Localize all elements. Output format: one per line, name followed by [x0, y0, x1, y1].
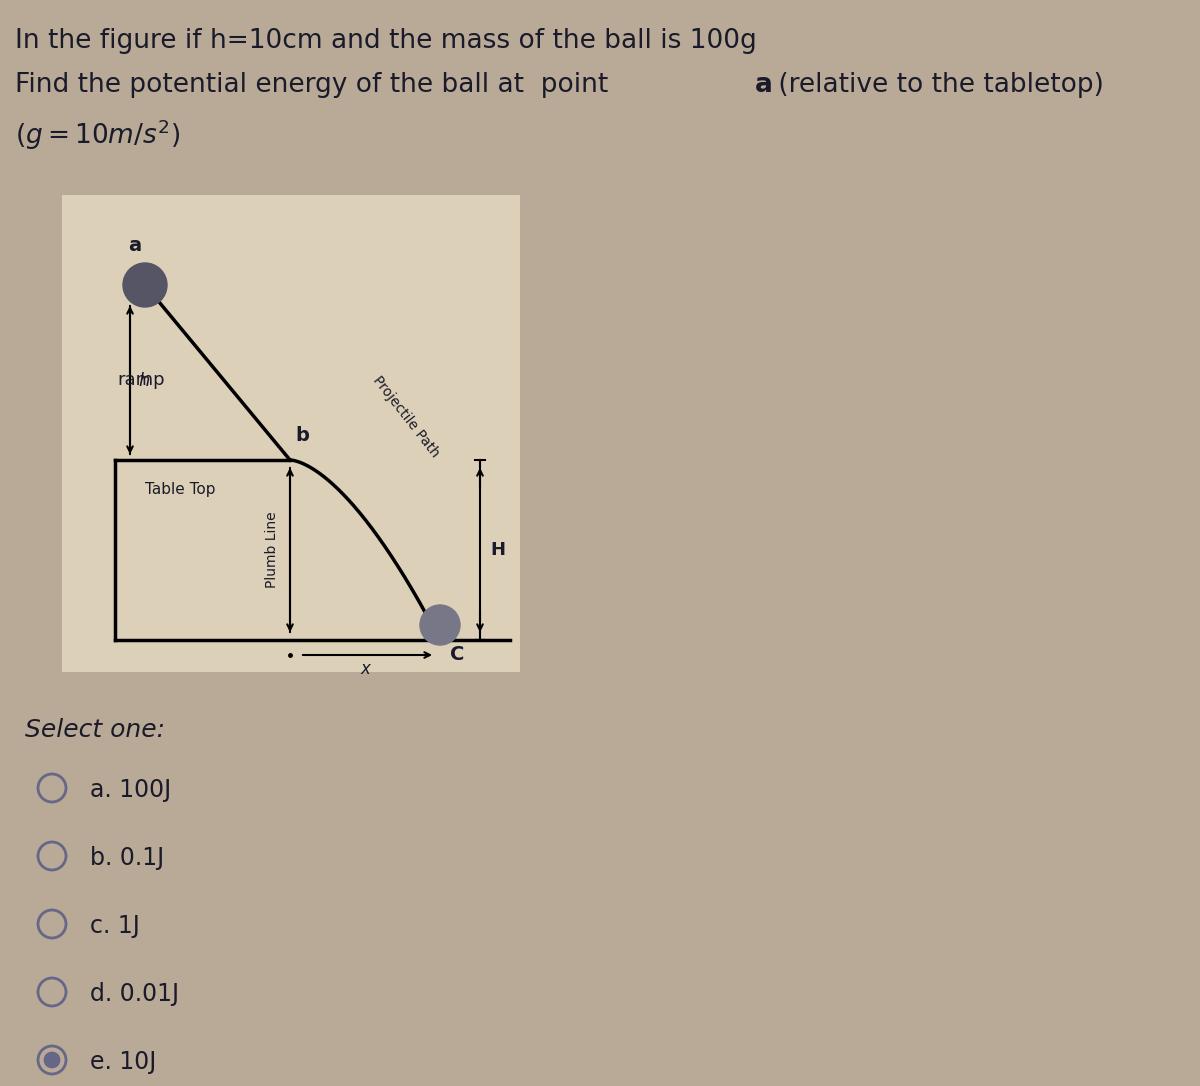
Text: d. 0.01J: d. 0.01J [90, 982, 179, 1006]
Text: Plumb Line: Plumb Line [265, 512, 278, 589]
Text: a: a [755, 72, 773, 98]
Text: e. 10J: e. 10J [90, 1050, 156, 1074]
Text: x: x [360, 660, 370, 678]
Circle shape [124, 263, 167, 307]
Text: b: b [295, 426, 308, 445]
Text: Projectile Path: Projectile Path [370, 374, 442, 460]
Text: Table Top: Table Top [145, 482, 216, 497]
Text: C: C [450, 645, 464, 664]
Bar [62, 195, 520, 672]
Text: a. 100J: a. 100J [90, 778, 172, 801]
Text: b. 0.1J: b. 0.1J [90, 846, 164, 870]
Text: (relative to the tabletop): (relative to the tabletop) [770, 72, 1104, 98]
Circle shape [44, 1052, 60, 1068]
Text: h: h [138, 372, 149, 391]
Text: c. 1J: c. 1J [90, 914, 140, 938]
Text: Select one:: Select one: [25, 718, 166, 742]
Text: ramp: ramp [118, 371, 164, 389]
Text: H: H [490, 541, 505, 559]
Text: Find the potential energy of the ball at  point: Find the potential energy of the ball at… [14, 72, 617, 98]
Circle shape [420, 605, 460, 645]
Text: $(g=10m/s^2)$: $(g=10m/s^2)$ [14, 118, 180, 152]
Text: a: a [128, 236, 142, 255]
Text: In the figure if h=10cm and the mass of the ball is 100g: In the figure if h=10cm and the mass of … [14, 28, 757, 54]
